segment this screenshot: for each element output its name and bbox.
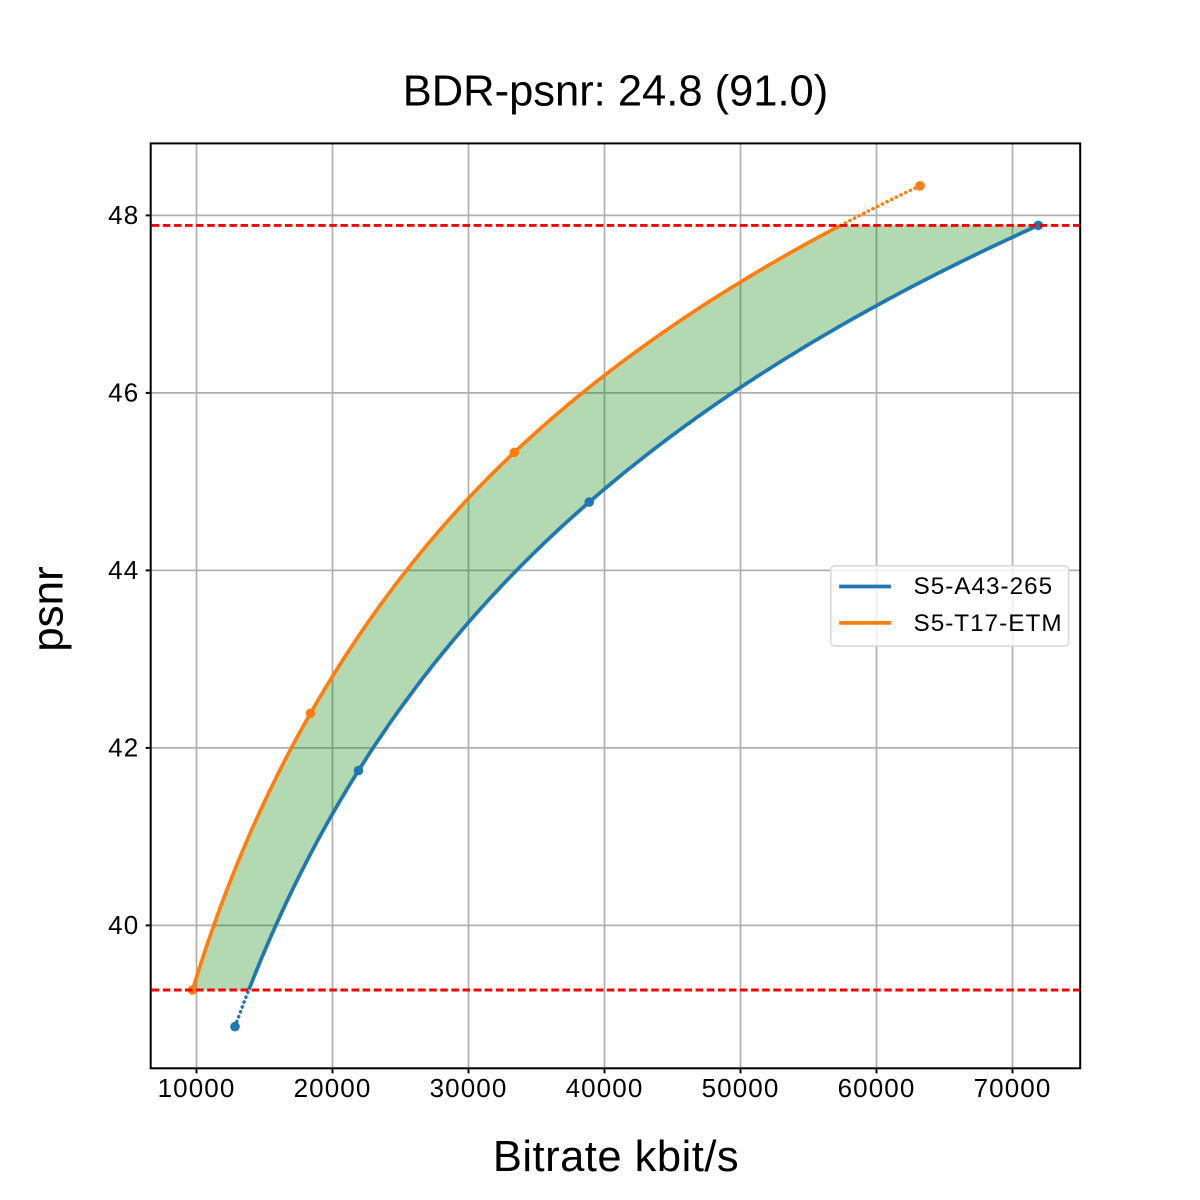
svg-text:70000: 70000: [974, 1073, 1052, 1103]
svg-text:S5-A43-265: S5-A43-265: [914, 573, 1054, 600]
svg-text:S5-T17-ETM: S5-T17-ETM: [914, 610, 1063, 637]
svg-text:30000: 30000: [430, 1073, 508, 1103]
svg-text:60000: 60000: [838, 1073, 916, 1103]
svg-text:BDR-psnr: 24.8 (91.0): BDR-psnr: 24.8 (91.0): [403, 68, 829, 116]
svg-text:48: 48: [108, 200, 139, 230]
svg-text:44: 44: [108, 555, 139, 585]
svg-text:40000: 40000: [566, 1073, 644, 1103]
svg-text:42: 42: [108, 733, 139, 763]
svg-text:10000: 10000: [158, 1073, 236, 1103]
svg-text:Bitrate kbit/s: Bitrate kbit/s: [493, 1133, 739, 1181]
svg-text:psnr: psnr: [24, 566, 73, 652]
svg-text:50000: 50000: [702, 1073, 780, 1103]
svg-text:40: 40: [108, 910, 139, 940]
svg-text:20000: 20000: [294, 1073, 372, 1103]
svg-text:46: 46: [108, 378, 139, 408]
